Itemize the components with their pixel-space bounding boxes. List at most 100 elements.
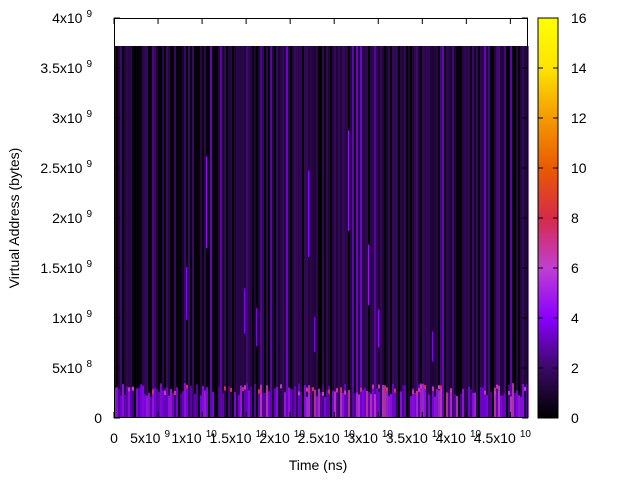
heatmap-band-cell bbox=[456, 396, 459, 418]
heatmap-band-cell bbox=[490, 392, 493, 418]
heatmap-band-cell bbox=[316, 396, 319, 418]
heatmap-band-cell bbox=[342, 392, 345, 418]
heatmap-column bbox=[372, 46, 375, 418]
heatmap-column bbox=[230, 46, 233, 418]
heatmap-column bbox=[380, 46, 383, 418]
heatmap-band-cell bbox=[246, 383, 249, 418]
heatmap-hot-cell bbox=[230, 387, 233, 392]
heatmap-column bbox=[204, 46, 207, 418]
heatmap-column bbox=[386, 46, 389, 418]
heatmap-column bbox=[328, 46, 331, 418]
heatmap-column bbox=[252, 46, 255, 418]
y-tick-exponent: 9 bbox=[86, 259, 92, 270]
heatmap-band-cell bbox=[402, 384, 405, 418]
heatmap-column bbox=[210, 46, 213, 418]
heatmap-column bbox=[408, 46, 411, 418]
heatmap-hot-cell bbox=[298, 391, 301, 396]
heatmap-column bbox=[192, 46, 195, 418]
heatmap-band-cell bbox=[352, 386, 355, 418]
heatmap-band-cell bbox=[510, 396, 513, 418]
heatmap-band-cell bbox=[180, 393, 183, 418]
heatmap-band-cell bbox=[274, 388, 277, 418]
heatmap-hot-cell bbox=[336, 388, 339, 393]
heatmap-column bbox=[126, 46, 129, 418]
heatmap-band-cell bbox=[422, 383, 425, 418]
heatmap-column bbox=[496, 46, 499, 418]
heatmap-band-cell bbox=[418, 384, 421, 418]
heatmap-column bbox=[468, 46, 471, 418]
heatmap-column bbox=[508, 46, 511, 418]
heatmap-column bbox=[160, 46, 163, 418]
heatmap-column bbox=[498, 46, 501, 418]
heatmap-column bbox=[406, 46, 409, 418]
heatmap-hot-cell bbox=[508, 390, 511, 395]
heatmap-column bbox=[202, 46, 205, 418]
heatmap-hot-cell bbox=[412, 390, 415, 395]
heatmap-column bbox=[248, 46, 251, 418]
heatmap-band-cell bbox=[470, 389, 473, 418]
heatmap-band-cell bbox=[234, 391, 237, 418]
heatmap-column bbox=[376, 46, 379, 418]
heatmap-hot-cell bbox=[312, 387, 315, 392]
heatmap-column bbox=[150, 46, 153, 418]
heatmap-band-cell bbox=[514, 392, 517, 418]
heatmap-band-cell bbox=[382, 385, 385, 418]
heatmap-band-cell bbox=[116, 387, 119, 418]
heatmap-column bbox=[318, 46, 321, 418]
heatmap-column bbox=[136, 46, 139, 418]
heatmap-band-cell bbox=[474, 392, 477, 418]
heatmap-column bbox=[510, 46, 513, 418]
heatmap-band-cell bbox=[324, 396, 327, 418]
heatmap-column bbox=[414, 46, 417, 418]
x-tick-exponent: 10 bbox=[382, 429, 394, 440]
heatmap-band-cell bbox=[508, 384, 511, 418]
heatmap-column bbox=[448, 46, 451, 418]
heatmap-band-cell bbox=[376, 388, 379, 418]
heatmap-column bbox=[516, 46, 519, 418]
heatmap-band-cell bbox=[120, 395, 123, 418]
heatmap-band-cell bbox=[154, 387, 157, 418]
heatmap-column bbox=[506, 46, 509, 418]
heatmap-column bbox=[336, 46, 339, 418]
heatmap-band-cell bbox=[498, 385, 501, 418]
heatmap-column bbox=[326, 46, 329, 418]
heatmap-column bbox=[514, 46, 517, 418]
heatmap-column bbox=[300, 46, 303, 418]
heatmap-column bbox=[412, 46, 415, 418]
heatmap-column bbox=[396, 46, 399, 418]
heatmap-band-cell bbox=[348, 389, 351, 418]
heatmap-band-cell bbox=[288, 387, 291, 418]
heatmap-band-cell bbox=[220, 393, 223, 418]
y-tick-label: 1x10 9 bbox=[52, 309, 92, 326]
heatmap-band-cell bbox=[310, 387, 313, 418]
heatmap-column bbox=[286, 46, 289, 418]
heatmap-band-cell bbox=[258, 391, 261, 418]
heatmap-column bbox=[402, 46, 405, 418]
x-tick-label: 0 bbox=[110, 430, 118, 446]
heatmap-column bbox=[258, 46, 261, 418]
heatmap-column bbox=[288, 46, 291, 418]
heatmap-band-cell bbox=[314, 389, 317, 418]
heatmap-band-cell bbox=[522, 384, 525, 418]
colorbar: 0 2 4 6 8 10 12 14 16 bbox=[537, 10, 587, 426]
heatmap-column bbox=[444, 46, 447, 418]
heatmap-band-cell bbox=[150, 396, 153, 418]
heatmap-band-cell bbox=[196, 384, 199, 418]
heatmap-band-cell bbox=[222, 393, 225, 418]
heatmap-column bbox=[438, 46, 441, 418]
colorbar-tick-label: 8 bbox=[571, 210, 579, 226]
heatmap-column bbox=[118, 46, 121, 418]
heatmap-column bbox=[114, 46, 117, 418]
y-tick-exponent: 9 bbox=[86, 309, 92, 320]
heatmap-column bbox=[264, 46, 267, 418]
plot-area bbox=[114, 18, 529, 418]
heatmap-column bbox=[240, 46, 243, 418]
heatmap-band-cell bbox=[336, 387, 339, 418]
heatmap-band-cell bbox=[358, 394, 361, 418]
y-tick-exponent: 9 bbox=[86, 159, 92, 170]
heatmap-band-cell bbox=[284, 392, 287, 418]
heatmap-band-cell bbox=[202, 385, 205, 418]
heatmap-column bbox=[388, 46, 391, 418]
heatmap-hot-cell bbox=[322, 391, 325, 396]
